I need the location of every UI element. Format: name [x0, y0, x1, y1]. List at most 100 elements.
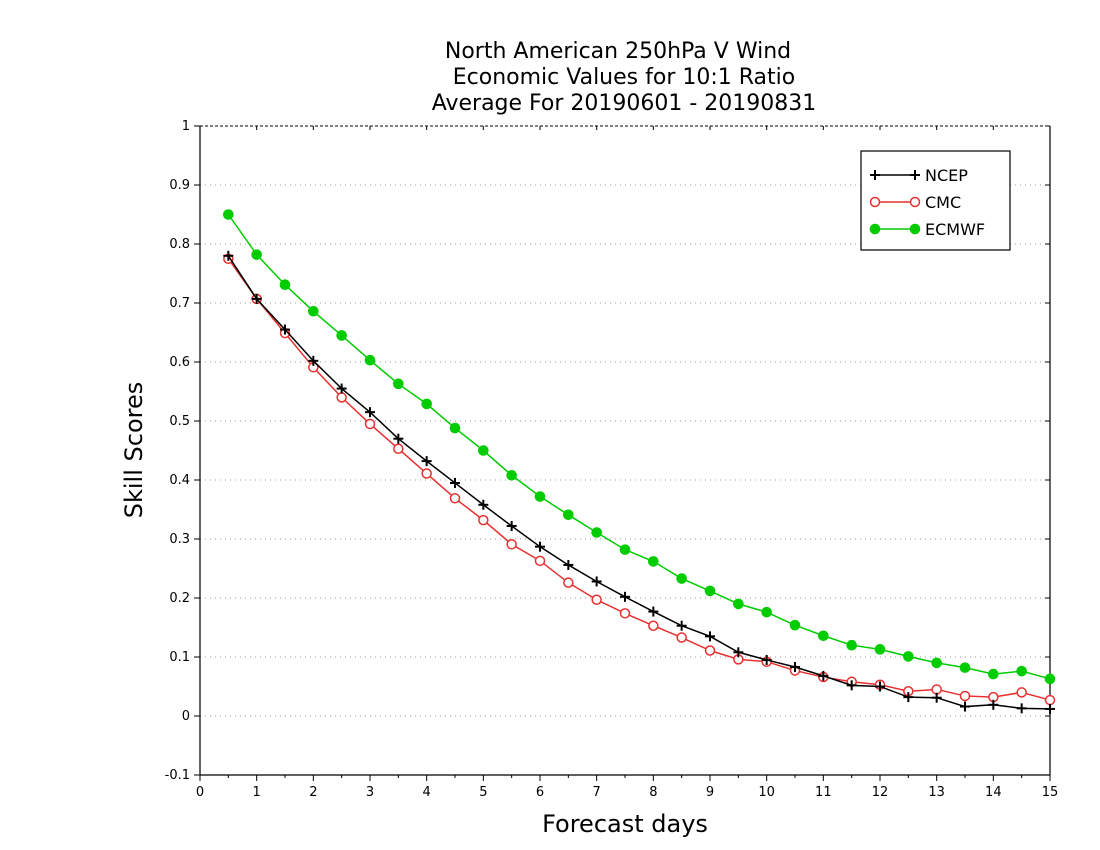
data-point-cmc	[648, 620, 659, 631]
data-point-cmc	[563, 577, 574, 588]
data-point-cmc	[619, 608, 631, 619]
x-tick-label: 3	[366, 785, 374, 800]
x-tick-label: 10	[758, 785, 775, 800]
data-point-ncep	[1016, 703, 1027, 714]
data-point-cmc	[478, 514, 489, 526]
x-tick-label: 4	[423, 785, 431, 800]
x-tick-label: 11	[815, 785, 832, 800]
legend-entry-cmc: CMC	[869, 193, 961, 212]
y-tick-label: 1	[182, 119, 190, 134]
data-point-ncep	[705, 631, 715, 642]
data-point-ecmwf	[619, 544, 631, 555]
data-point-ncep	[988, 699, 999, 710]
data-point-ecmwf	[563, 509, 574, 521]
x-tick-label: 6	[536, 785, 544, 800]
data-point-cmc	[1044, 694, 1056, 706]
data-point-ncep	[336, 383, 347, 394]
y-tick-label: 0.6	[169, 355, 190, 370]
data-point-ecmwf	[988, 668, 999, 680]
data-point-cmc	[959, 690, 971, 702]
data-point-ecmwf	[223, 209, 234, 220]
data-point-cmc	[393, 443, 404, 454]
data-point-ncep	[506, 521, 517, 532]
data-point-ncep	[1045, 703, 1055, 714]
data-point-ecmwf	[704, 585, 716, 597]
data-point-ecmwf	[648, 556, 659, 567]
data-point-ncep	[676, 620, 687, 631]
x-tick-label: 9	[706, 785, 714, 800]
data-point-cmc	[336, 392, 347, 403]
data-point-ncep	[648, 606, 659, 617]
data-point-ncep	[478, 499, 489, 510]
data-point-ncep	[875, 681, 885, 692]
x-tick-label: 14	[985, 785, 1002, 800]
y-tick-label: 0.8	[169, 237, 190, 252]
data-point-cmc	[704, 645, 716, 656]
data-point-ecmwf	[449, 422, 461, 434]
data-point-ncep	[591, 576, 602, 587]
data-point-cmc	[364, 418, 376, 430]
data-point-ncep	[960, 701, 970, 712]
x-tick-label: 0	[196, 785, 204, 800]
data-point-ecmwf	[733, 598, 744, 610]
data-point-ecmwf	[761, 606, 772, 618]
data-point-ecmwf	[874, 644, 886, 655]
data-point-cmc	[1016, 687, 1027, 698]
data-point-ecmwf	[393, 378, 404, 390]
series-line-ecmwf	[227, 214, 1051, 680]
x-tick-label: 7	[593, 785, 601, 800]
data-point-ecmwf	[818, 630, 829, 642]
data-point-ncep	[365, 407, 375, 418]
series-ncep	[223, 250, 1055, 714]
data-point-cmc	[421, 468, 432, 479]
data-point-ecmwf	[421, 398, 432, 410]
data-point-ncep	[931, 692, 942, 703]
data-point-ncep	[903, 692, 914, 703]
chart-title-line-1: North American 250hPa V Wind	[445, 39, 791, 64]
chart-title-line-3: Average For 20190601 - 20190831	[432, 91, 817, 116]
data-point-ecmwf	[364, 354, 376, 366]
data-point-ecmwf	[279, 279, 291, 291]
data-point-ncep	[280, 324, 290, 335]
legend-entry-ecmwf: ECMWF	[869, 220, 985, 239]
data-point-ncep	[421, 456, 432, 467]
x-axis-title: Forecast days	[542, 810, 708, 838]
data-point-ncep	[733, 647, 744, 658]
legend-marker	[910, 170, 920, 180]
data-point-ecmwf	[1016, 665, 1027, 677]
series-line-ncep	[227, 255, 1051, 710]
data-point-ncep	[846, 680, 857, 691]
data-point-ncep	[761, 654, 772, 665]
x-tick-label: 1	[253, 785, 261, 800]
legend-marker	[869, 223, 881, 235]
series-ecmwf	[223, 209, 1056, 685]
series-cmc	[223, 253, 1056, 706]
y-tick-label: 0.9	[169, 178, 190, 193]
data-point-ecmwf	[959, 662, 971, 673]
y-tick-label: 0.4	[169, 473, 190, 488]
legend-box	[860, 150, 1011, 251]
legend-marker	[909, 196, 921, 208]
y-axis-title: Skill Scores	[120, 382, 148, 519]
y-tick-label: 0.5	[169, 414, 190, 429]
axes: 0 1 2 3 4 5 6 7 8 9 10 11 12 13 14 15-0.100.10.20.30.40…	[165, 119, 1059, 800]
data-point-ecmwf	[591, 527, 602, 538]
legend-marker	[869, 196, 881, 208]
data-point-ecmwf	[308, 305, 319, 317]
data-point-ecmwf	[336, 330, 347, 341]
data-point-ecmwf	[506, 469, 517, 481]
chart-title-line-2: Economic Values for 10:1 Ratio	[453, 65, 795, 90]
data-point-ncep	[450, 477, 460, 488]
y-tick-label: 0.2	[169, 591, 190, 606]
y-tick-label: 0.3	[169, 532, 190, 547]
data-point-cmc	[506, 539, 517, 550]
data-point-ncep	[620, 591, 630, 602]
x-tick-label: 2	[309, 785, 317, 800]
x-tick-label: 8	[649, 785, 657, 800]
y-tick-label: 0.1	[169, 650, 190, 665]
data-point-ncep	[251, 293, 262, 304]
chart-title: North American 250hPa V Wind Economic Va…	[432, 39, 817, 116]
data-point-cmc	[931, 684, 942, 695]
legend-marker	[909, 223, 921, 235]
